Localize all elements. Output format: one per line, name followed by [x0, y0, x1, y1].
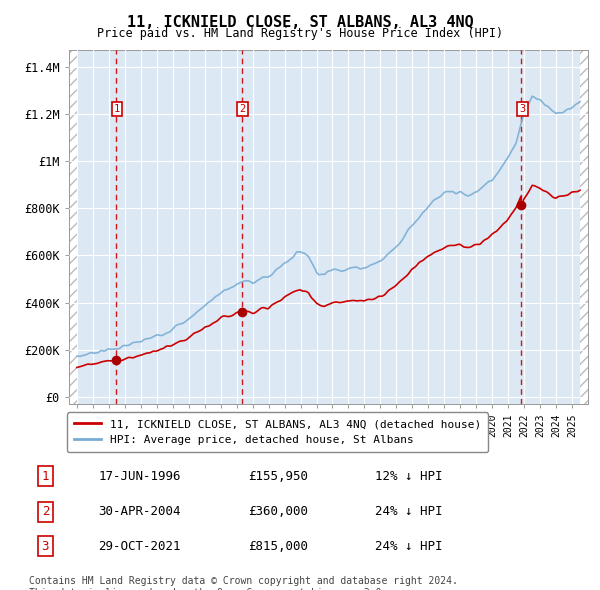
Text: 11, ICKNIELD CLOSE, ST ALBANS, AL3 4NQ: 11, ICKNIELD CLOSE, ST ALBANS, AL3 4NQ: [127, 15, 473, 30]
Text: 1: 1: [114, 104, 120, 114]
Text: £815,000: £815,000: [248, 539, 308, 553]
Text: 3: 3: [41, 539, 49, 553]
Text: 17-JUN-1996: 17-JUN-1996: [98, 470, 181, 483]
Text: Contains HM Land Registry data © Crown copyright and database right 2024.
This d: Contains HM Land Registry data © Crown c…: [29, 576, 458, 590]
Text: 29-OCT-2021: 29-OCT-2021: [98, 539, 181, 553]
Text: 30-APR-2004: 30-APR-2004: [98, 505, 181, 518]
Text: 12% ↓ HPI: 12% ↓ HPI: [375, 470, 442, 483]
Text: 2: 2: [239, 104, 246, 114]
Text: Price paid vs. HM Land Registry's House Price Index (HPI): Price paid vs. HM Land Registry's House …: [97, 27, 503, 40]
Text: £360,000: £360,000: [248, 505, 308, 518]
Text: 24% ↓ HPI: 24% ↓ HPI: [375, 539, 442, 553]
Text: 1: 1: [41, 470, 49, 483]
Legend: 11, ICKNIELD CLOSE, ST ALBANS, AL3 4NQ (detached house), HPI: Average price, det: 11, ICKNIELD CLOSE, ST ALBANS, AL3 4NQ (…: [67, 412, 488, 452]
Text: £155,950: £155,950: [248, 470, 308, 483]
Text: 2: 2: [41, 505, 49, 518]
Text: 24% ↓ HPI: 24% ↓ HPI: [375, 505, 442, 518]
Text: 3: 3: [519, 104, 525, 114]
